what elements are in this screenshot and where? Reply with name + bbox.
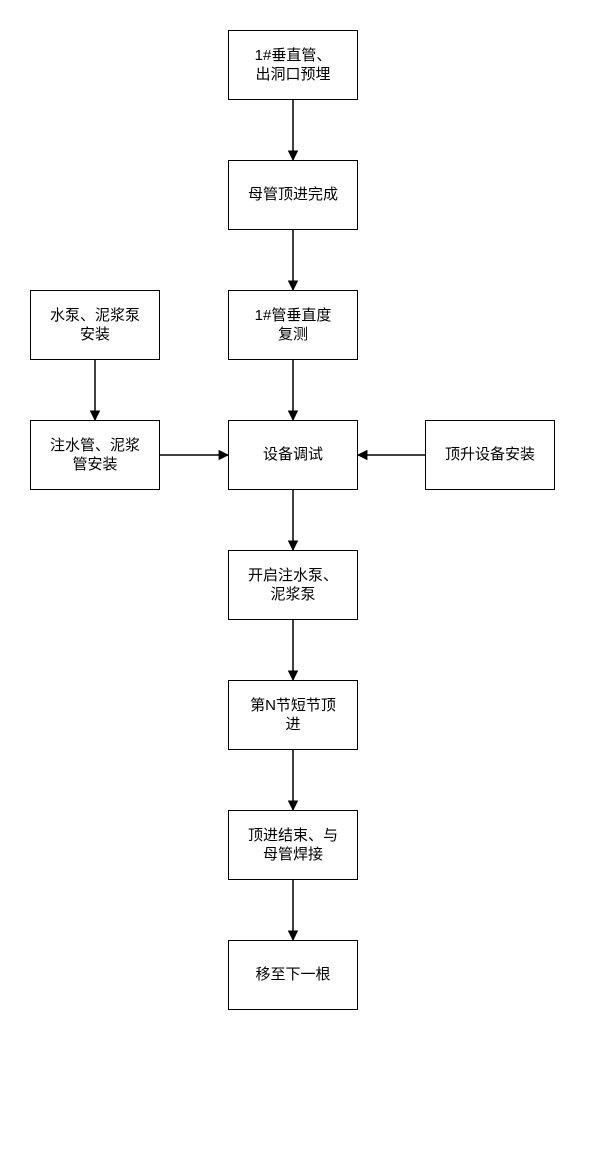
flowchart-node-n1: 1#垂直管、出洞口预埋 [228,30,358,100]
flowchart-node-label: 开启注水泵、泥浆泵 [248,566,338,605]
flowchart-node-label: 水泵、泥浆泵安装 [50,306,140,345]
flowchart-node-label: 移至下一根 [255,965,330,985]
flowchart-node-n3: 1#管垂直度复测 [228,290,358,360]
flowchart-node-nL1: 水泵、泥浆泵安装 [30,290,160,360]
flowchart-node-n5: 开启注水泵、泥浆泵 [228,550,358,620]
flowchart-node-label: 第N节短节顶进 [250,696,336,735]
flowchart-node-label: 顶进结束、与母管焊接 [248,826,338,865]
flowchart-node-label: 顶升设备安装 [445,445,535,465]
flowchart-canvas: 1#垂直管、出洞口预埋母管顶进完成 1#管垂直度复测设备调试开启注水泵、泥浆泵第N… [0,0,600,1159]
flowchart-node-label: 1#垂直管、出洞口预埋 [255,46,332,85]
flowchart-node-label: 母管顶进完成 [248,185,338,205]
flowchart-node-nL2: 注水管、泥浆管安装 [30,420,160,490]
flowchart-node-label: 1#管垂直度复测 [255,306,332,345]
flowchart-node-n6: 第N节短节顶进 [228,680,358,750]
flowchart-node-n7: 顶进结束、与母管焊接 [228,810,358,880]
flowchart-node-n8: 移至下一根 [228,940,358,1010]
flowchart-node-label: 注水管、泥浆管安装 [50,436,140,475]
flowchart-node-n4: 设备调试 [228,420,358,490]
flowchart-node-n2: 母管顶进完成 [228,160,358,230]
flowchart-node-label: 设备调试 [263,445,323,465]
flowchart-node-nR1: 顶升设备安装 [425,420,555,490]
